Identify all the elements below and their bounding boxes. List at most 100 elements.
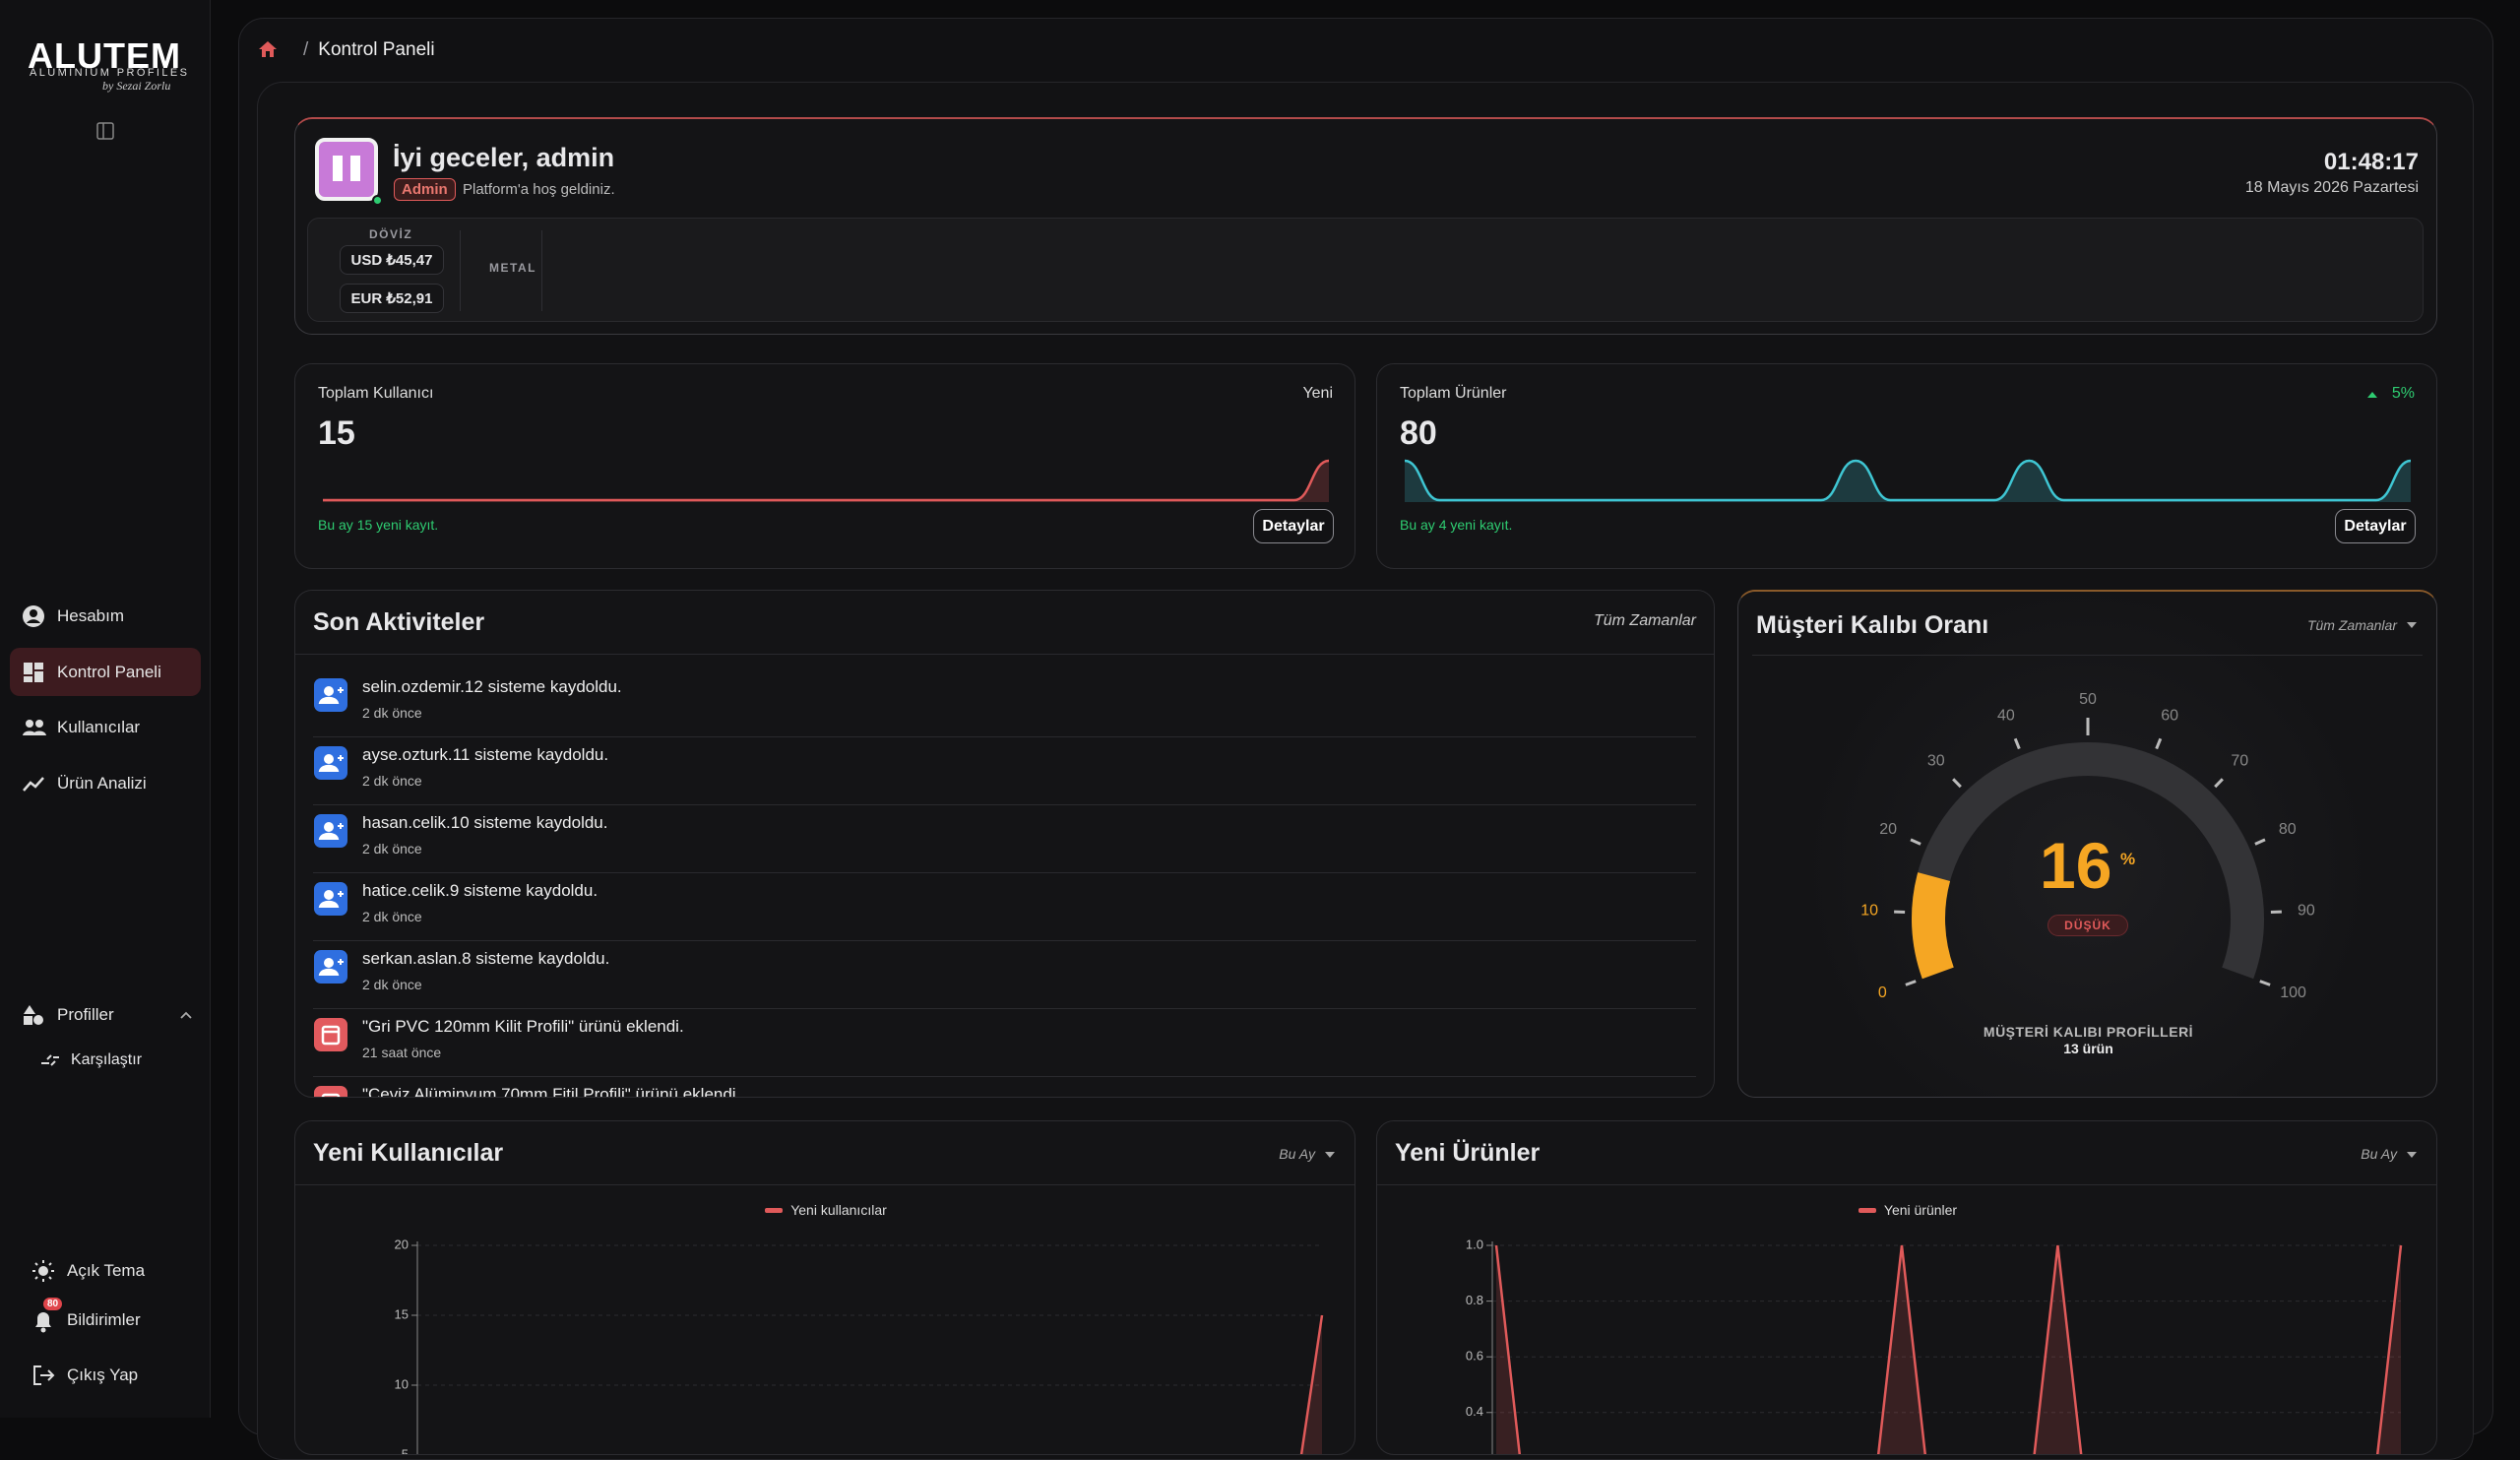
y-tick-label: 1.0: [1466, 1237, 1483, 1251]
menu-label: Açık Tema: [67, 1261, 145, 1281]
stat-badge: 5%: [2392, 385, 2415, 403]
menu-item[interactable]: Çıkış Yap: [20, 1351, 211, 1399]
role-badge: Admin: [394, 178, 456, 201]
gauge-tick: [1906, 982, 1916, 985]
series-area: [421, 1315, 1322, 1455]
activity-text: hatice.celik.9 sisteme kaydoldu.: [362, 881, 598, 901]
gauge-tick-label: 80: [2279, 821, 2297, 838]
submenu-label: Karşılaştır: [71, 1051, 142, 1069]
gauge-label: MÜŞTERİ KALIBI PROFİLLERİ: [1738, 1024, 2438, 1040]
card-title: Son Aktiviteler: [313, 608, 484, 637]
gauge-tick-label: 100: [2280, 984, 2306, 1001]
greeting: İyi geceler, admin: [393, 143, 614, 173]
y-tick-label: 0.6: [1466, 1349, 1483, 1364]
series-area: [1496, 1245, 2401, 1455]
y-tick-label: 10: [395, 1376, 409, 1391]
menu-item[interactable]: Kullanıcılar: [10, 703, 201, 751]
gauge-tick-label: 70: [2231, 753, 2248, 770]
menu-label: Ürün Analizi: [57, 774, 147, 793]
gauge-value-text: 16: [2040, 828, 2111, 903]
details-button[interactable]: Detaylar: [1253, 509, 1334, 543]
sidebar: ALUTEM ALUMINIUM PROFILES by Sezai Zorlu…: [0, 0, 211, 1418]
body: {"sidebar":{"logo":"ALUTEM","logo_sub":"…: [0, 0, 2520, 1418]
gauge-tick: [2157, 738, 2161, 748]
user-icon: [314, 950, 347, 984]
menu-item[interactable]: Kontrol Paneli: [10, 648, 201, 696]
legend-label: Yeni ürünler: [1884, 1202, 1957, 1218]
row-divider: [313, 804, 1696, 805]
menu-label: Bildirimler: [67, 1310, 141, 1330]
stat-note: Bu ay 15 yeni kayıt.: [318, 517, 438, 533]
gauge-tick-label: 90: [2298, 902, 2315, 919]
row-divider: [313, 872, 1696, 873]
row-divider: [313, 1008, 1696, 1009]
gauge-tick: [1911, 840, 1921, 844]
collapse-icon[interactable]: [96, 122, 114, 140]
activity-text: "Gri PVC 120mm Kilit Profili" ürünü ekle…: [362, 1017, 684, 1037]
welcome-card: İyi geceler, admin Admin Platform'a hoş …: [294, 117, 2437, 335]
activity-time: 2 dk önce: [362, 705, 422, 721]
rates-bar: DÖVİZ USD ₺45,47 EUR ₺52,91 METAL: [307, 218, 2424, 322]
stat-value: 15: [318, 414, 355, 453]
menu-label: Kullanıcılar: [57, 718, 140, 737]
sparkline-area: [1405, 461, 2411, 502]
filter[interactable]: Tüm Zamanlar: [1594, 612, 1696, 630]
row-divider: [313, 736, 1696, 737]
menu-label: Hesabım: [57, 606, 124, 626]
menu-item[interactable]: Ürün Analizi: [10, 759, 201, 807]
eur-rate: EUR ₺52,91: [340, 284, 444, 313]
user-icon: [314, 746, 347, 780]
breadcrumb-current: Kontrol Paneli: [318, 39, 434, 60]
gauge-tick: [2015, 738, 2019, 748]
activity-time: 2 dk önce: [362, 977, 422, 992]
stat-title: Toplam Ürünler: [1400, 385, 1506, 403]
y-tick-label: 0.4: [1466, 1404, 1483, 1419]
user-icon: [314, 814, 347, 848]
activities-card: Son Aktiviteler Tüm Zamanlar selin.ozdem…: [294, 590, 1715, 1098]
legend-item: Yeni kullanıcılar: [295, 1202, 1355, 1218]
details-button[interactable]: Detaylar: [2335, 509, 2416, 543]
activity-text: ayse.ozturk.11 sisteme kaydoldu.: [362, 745, 608, 765]
gauge-tick: [2255, 840, 2265, 844]
menu-item[interactable]: Bildirimler 80: [20, 1296, 211, 1344]
icon-glyph: [324, 822, 334, 832]
activity-text: selin.ozdemir.12 sisteme kaydoldu.: [362, 677, 622, 697]
stat-badge: Yeni: [1302, 385, 1333, 403]
sparkline: [1405, 457, 2411, 502]
gauge-tick-label: 50: [2079, 691, 2097, 708]
activity-text: "Ceviz Alüminyum 70mm Fitil Profili" ürü…: [362, 1085, 740, 1098]
chart: 05101520: [295, 1121, 1355, 1455]
page: Kontrol Paneli *{box-sizing:border-box} …: [0, 0, 2520, 1418]
activity-item: "Gri PVC 120mm Kilit Profili" ürünü ekle…: [295, 1015, 1714, 1083]
submenu-item[interactable]: Karşılaştır: [39, 1051, 142, 1069]
sparkline: [323, 457, 1329, 502]
gauge-tick-label: 10: [1860, 902, 1878, 919]
menu-label: Kontrol Paneli: [57, 663, 161, 682]
activity-time: 21 saat önce: [362, 1045, 441, 1060]
activity-item: serkan.aslan.8 sisteme kaydoldu.2 dk önc…: [295, 947, 1714, 1015]
stat-value: 80: [1400, 414, 1437, 453]
usd-rate: USD ₺45,47: [340, 245, 444, 275]
legend-label: Yeni kullanıcılar: [790, 1202, 887, 1218]
menu-item[interactable]: Açık Tema: [20, 1246, 211, 1295]
chart: 00.20.40.60.81.0: [1377, 1121, 2437, 1455]
activity-item: selin.ozdemir.12 sisteme kaydoldu. 2 dk ö…: [295, 675, 1714, 743]
trend-icon: [2367, 390, 2377, 398]
legend-swatch: [1858, 1208, 1876, 1213]
welcome-text: Platform'a hoş geldiniz.: [463, 181, 615, 198]
currency-label: DÖVİZ: [369, 227, 412, 241]
activity-time: 2 dk önce: [362, 909, 422, 924]
menu-item[interactable]: Hesabım: [10, 592, 201, 640]
gauge-tick-label: 0: [1878, 984, 1887, 1001]
menu-label: Profiller: [57, 1005, 114, 1025]
gauge-unit: %: [2120, 850, 2135, 869]
series-line: [1496, 1245, 2401, 1455]
stat-title: Toplam Kullanıcı: [318, 385, 433, 403]
legend-swatch: [765, 1208, 783, 1213]
menu-group[interactable]: Profiller: [10, 990, 201, 1039]
home-icon[interactable]: [258, 40, 278, 58]
gauge-value: [1928, 877, 1938, 974]
user-icon: [314, 882, 347, 916]
